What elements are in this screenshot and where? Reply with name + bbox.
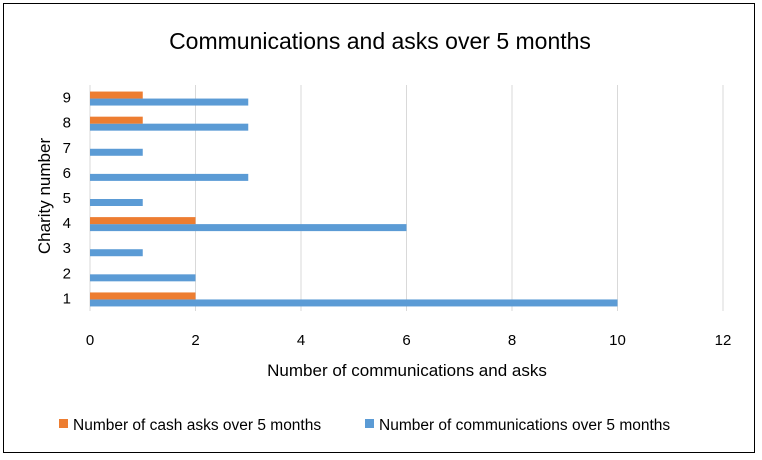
legend-swatch [59,419,68,428]
x-axis-title: Number of communications and asks [267,361,547,380]
legend-label: Number of communications over 5 months [379,417,670,434]
legend-swatch [365,419,374,428]
y-axis-title: Charity number [35,138,54,255]
bar-communications [90,299,618,307]
x-tick-label: 12 [715,332,732,349]
legend: Number of cash asks over 5 months Number … [59,417,670,434]
y-tick-label: 5 [63,190,71,207]
bar-communications [90,173,249,181]
bar-communications [90,199,143,206]
x-tick-label: 0 [86,332,94,349]
bar-cash-asks [90,116,143,124]
bar-communications [90,123,249,131]
y-tick-label: 1 [63,290,71,307]
bar-cash-asks [90,292,196,300]
chart-title: Communications and asks over 5 months [169,28,591,54]
bar-cash-asks [90,91,143,99]
bar-communications [90,224,407,232]
y-tick-label: 8 [63,115,71,132]
bar-communications [90,98,249,106]
bar-cash-asks [90,217,196,225]
x-tick-label: 4 [297,332,305,349]
x-tick-label: 6 [402,332,410,349]
x-axis-ticks: 0 2 4 6 8 10 12 [86,332,732,349]
x-tick-label: 8 [508,332,516,349]
legend-label: Number of cash asks over 5 months [73,417,321,434]
y-tick-label: 7 [63,140,71,157]
y-axis-ticks: 1 2 3 4 5 6 7 8 9 [63,90,71,308]
y-tick-label: 6 [63,165,71,182]
x-tick-label: 2 [191,332,199,349]
bar-communications [90,249,143,257]
bar-communications [90,274,196,282]
y-tick-label: 9 [63,90,71,107]
bars [90,91,618,307]
y-tick-label: 3 [63,240,71,257]
x-tick-label: 10 [609,332,626,349]
y-tick-label: 2 [63,265,71,282]
bar-communications [90,148,143,156]
y-tick-label: 4 [63,215,71,232]
